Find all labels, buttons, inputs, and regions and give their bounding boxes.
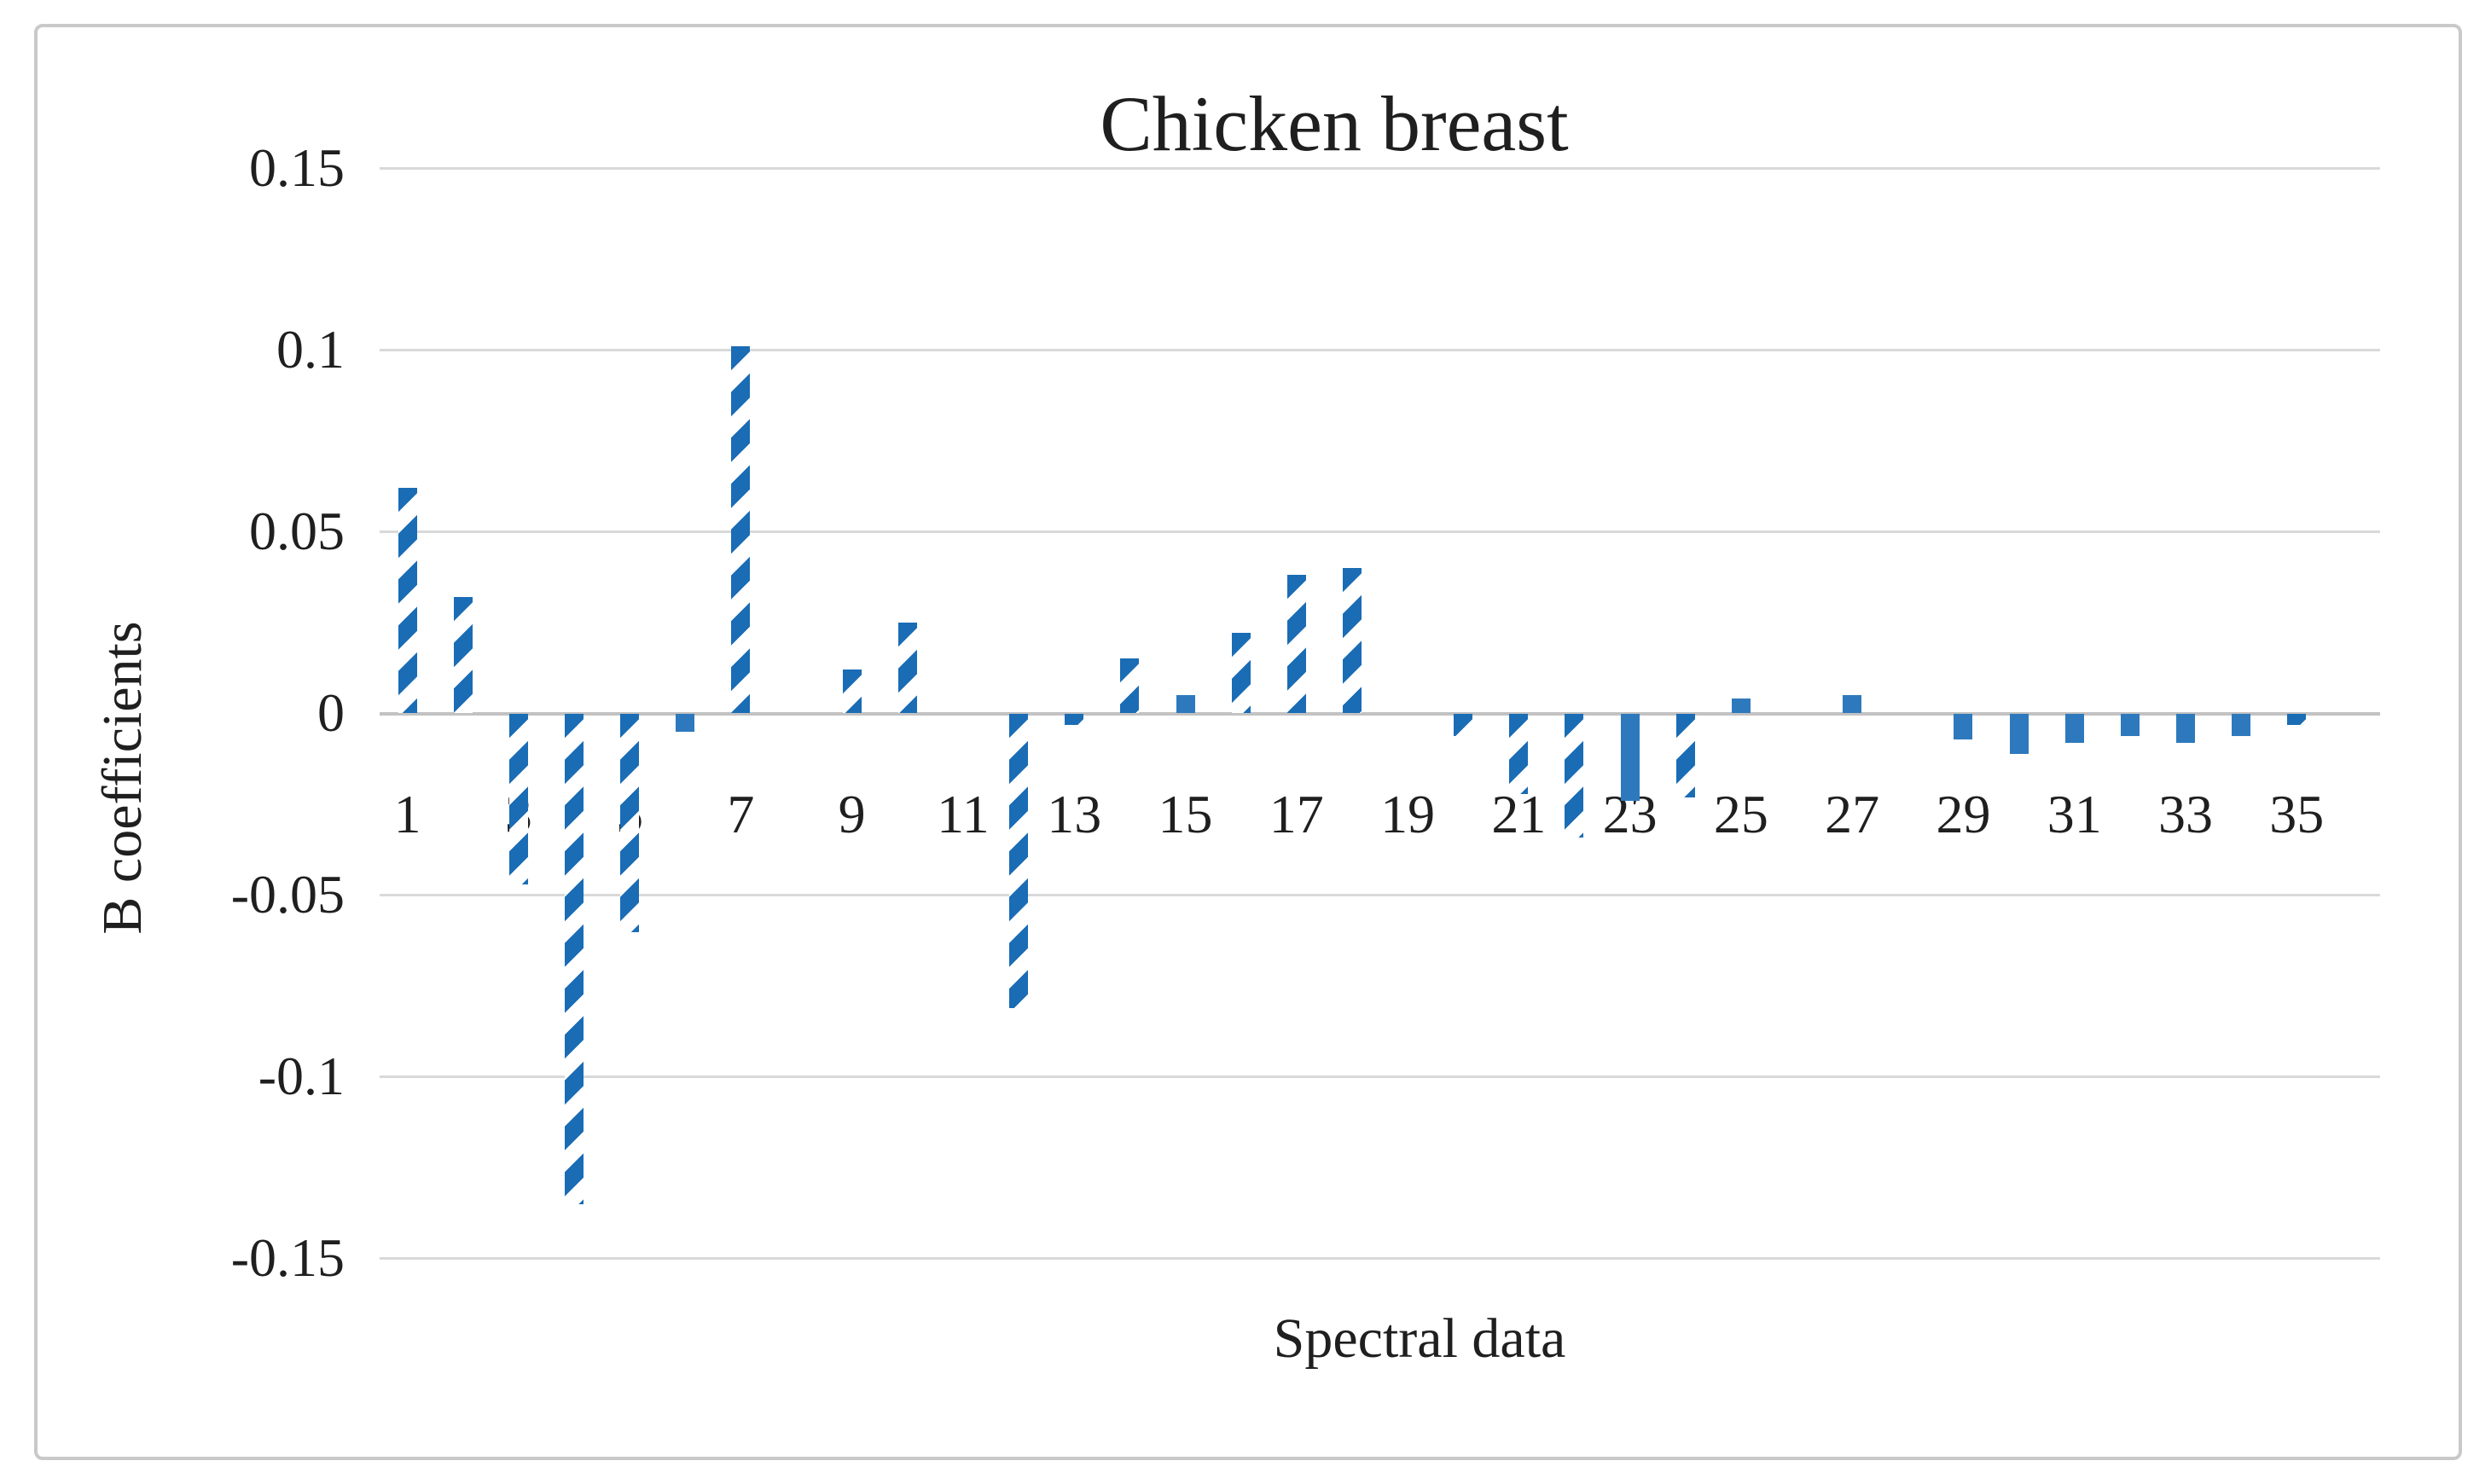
bar-3	[508, 714, 528, 885]
bar-2	[453, 596, 473, 713]
y-tick-label-0.1: 0.1	[276, 319, 345, 380]
x-tick-label-13: 13	[1047, 784, 1102, 844]
x-tick-label-15: 15	[1158, 784, 1213, 844]
gridline-y--0.15	[380, 1257, 2380, 1260]
bar-10	[897, 622, 917, 713]
bar-34	[2232, 714, 2251, 736]
bar-7	[731, 345, 751, 713]
y-tick-label-0.15: 0.15	[249, 137, 345, 198]
chart-frame: Chicken breast B coefficients Spectral d…	[34, 24, 2462, 1460]
x-tick-label-33: 33	[2158, 784, 2213, 844]
x-tick-label-25: 25	[1713, 784, 1768, 844]
gridline-y--0.05	[380, 894, 2380, 896]
x-tick-label-1: 1	[393, 784, 421, 844]
bar-24	[1675, 714, 1695, 797]
gridline-y--0.1	[380, 1075, 2380, 1078]
y-tick-label-0: 0	[317, 682, 345, 743]
bar-14	[1120, 658, 1140, 713]
bar-1	[398, 487, 417, 713]
bar-29	[1954, 714, 1973, 739]
x-tick-label-31: 31	[2047, 784, 2102, 844]
bar-21	[1509, 714, 1529, 794]
bar-31	[2064, 714, 2084, 744]
bar-27	[1843, 694, 1862, 713]
y-tick-label-0.05: 0.05	[249, 501, 345, 561]
bar-12	[1009, 714, 1029, 1009]
bar-35	[2287, 714, 2307, 725]
x-tick-label-11: 11	[937, 784, 990, 844]
x-tick-label-7: 7	[727, 784, 755, 844]
bar-4	[564, 714, 584, 1205]
bar-15	[1176, 694, 1195, 713]
y-tick-label--0.05: -0.05	[230, 864, 345, 925]
x-tick-label-17: 17	[1269, 784, 1324, 844]
bar-33	[2176, 714, 2195, 744]
y-tick-label--0.15: -0.15	[230, 1227, 345, 1288]
bar-9	[842, 669, 862, 713]
bar-18	[1342, 567, 1362, 713]
x-tick-label-21: 21	[1491, 784, 1547, 844]
bar-20	[1454, 714, 1473, 736]
x-tick-label-35: 35	[2269, 784, 2325, 844]
x-tick-label-27: 27	[1825, 784, 1880, 844]
x-axis-zero-line	[380, 712, 2380, 716]
x-tick-label-29: 29	[1936, 784, 1991, 844]
gridline-y-0.15	[380, 167, 2380, 171]
bar-25	[1731, 698, 1751, 713]
bar-16	[1231, 633, 1251, 713]
bar-5	[620, 714, 640, 932]
plot-area: 1357911131517192123252729313335	[380, 167, 2380, 1260]
x-tick-label-9: 9	[838, 784, 866, 844]
bar-32	[2120, 714, 2140, 736]
y-tick-label--0.1: -0.1	[258, 1046, 345, 1106]
gridline-y-0.05	[380, 530, 2380, 533]
x-axis-title: Spectral data	[1273, 1307, 1566, 1370]
gridline-y-0.1	[380, 349, 2380, 351]
x-tick-label-19: 19	[1380, 784, 1436, 844]
bar-13	[1065, 714, 1084, 725]
bar-23	[1620, 714, 1640, 802]
bar-30	[2009, 714, 2029, 754]
bar-17	[1286, 575, 1306, 713]
bar-22	[1565, 714, 1584, 838]
chart-title: Chicken breast	[1100, 80, 1569, 167]
bar-6	[676, 714, 695, 733]
